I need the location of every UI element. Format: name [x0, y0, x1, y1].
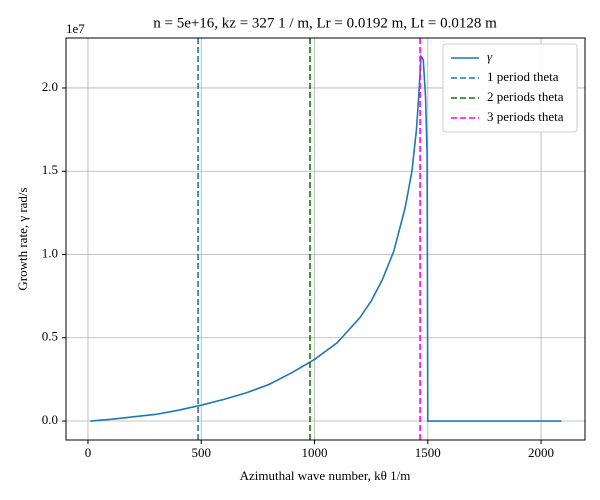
y-tick-label: 1.5 — [42, 162, 58, 177]
y-tick-label: 0.0 — [42, 412, 58, 427]
x-tick-label: 500 — [191, 445, 211, 460]
legend-label: 1 period theta — [487, 69, 559, 84]
legend-label: γ — [487, 49, 493, 64]
plot-frame — [65, 37, 586, 441]
x-tick-label: 0 — [85, 445, 92, 460]
legend-label: 2 periods theta — [487, 89, 564, 104]
x-axis-label: Azimuthal wave number, kθ 1/m — [240, 468, 411, 483]
x-tick-label: 2000 — [528, 445, 554, 460]
y-tick-label: 2.0 — [42, 79, 58, 94]
y-tick-label: 1.0 — [42, 245, 58, 260]
chart-title: n = 5e+16, kz = 327 1 / m, Lr = 0.0192 m… — [153, 15, 497, 31]
legend-box — [442, 43, 578, 133]
x-tick-label: 1000 — [302, 445, 328, 460]
y-axis-label: Growth rate, γ rad/s — [15, 187, 30, 290]
x-tick-label: 1500 — [415, 445, 441, 460]
y-tick-label: 0.5 — [42, 329, 58, 344]
legend-label: 3 periods theta — [487, 109, 564, 124]
y-offset-label: 1e7 — [66, 21, 85, 36]
series-line — [90, 53, 562, 422]
